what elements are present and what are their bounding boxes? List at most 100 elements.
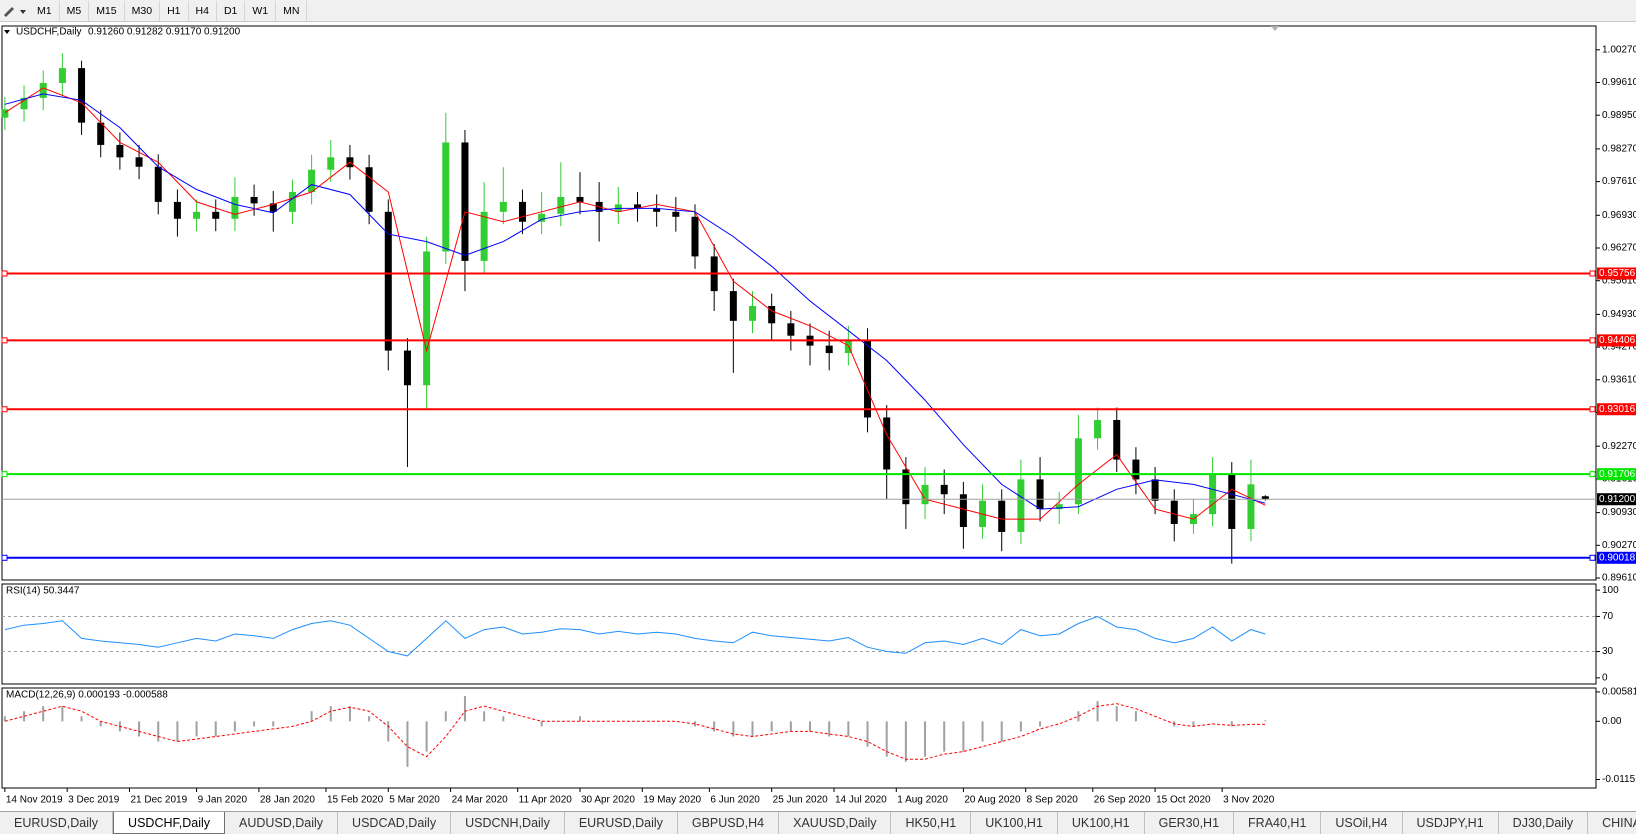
tab-bar: EURUSD,Daily USDCHF,Daily AUDUSD,Daily USDC…: [0, 811, 1636, 834]
level-tag: [1597, 334, 1636, 347]
candle-body: [116, 144, 124, 158]
chart-tab[interactable]: UK100,H1: [971, 812, 1058, 834]
candle-body: [250, 196, 258, 204]
timeframe-button[interactable]: W1: [245, 0, 277, 21]
chart-tab[interactable]: GER30,H1: [1145, 812, 1235, 834]
chart-tab[interactable]: GBPUSD,H4: [678, 812, 780, 834]
level-handle: [1, 337, 8, 344]
candle-body: [480, 211, 488, 261]
candle-body: [135, 157, 143, 167]
candle-body: [288, 192, 296, 212]
x-tick-label: 19 May 2020: [643, 795, 701, 806]
chart-tab[interactable]: HK50,H1: [891, 812, 972, 834]
x-tick-label: 28 Jan 2020: [260, 795, 315, 806]
level-tag-label: 0.95756: [1599, 268, 1636, 279]
candle-body: [1, 109, 9, 118]
timeframe-button[interactable]: H4: [189, 0, 217, 21]
candle-body: [154, 166, 162, 202]
y-tick-label: 0.97610: [1602, 176, 1636, 187]
x-tick-label: 15 Feb 2020: [327, 795, 384, 806]
candle-body: [1017, 479, 1025, 532]
x-tick-label: 14 Jul 2020: [835, 795, 887, 806]
y-tick-label: 0.90270: [1602, 540, 1636, 551]
timeframe-button[interactable]: MN: [276, 0, 308, 21]
toolbar-icon[interactable]: [0, 1, 30, 21]
timeframe-button[interactable]: H1: [160, 0, 189, 21]
level-tag: [1597, 493, 1636, 506]
candle-body: [959, 494, 967, 527]
candle-body: [231, 196, 239, 219]
candle-body: [1170, 500, 1178, 525]
timeframe-button[interactable]: M5: [60, 0, 90, 21]
candle-body: [461, 142, 469, 261]
level-handle: [1, 406, 8, 413]
level-tag-label: 0.91200: [1599, 494, 1636, 505]
candle-body: [787, 323, 795, 336]
chart-tab[interactable]: USDCAD,Daily: [338, 812, 452, 834]
chart-tab[interactable]: USDCNH,Daily: [451, 812, 565, 834]
candle-body: [883, 417, 891, 470]
y-tick-label: 0.96270: [1602, 243, 1636, 254]
chart-tab[interactable]: EURUSD,Daily: [0, 812, 114, 834]
level-handle: [1, 270, 8, 277]
level-handle: [1589, 471, 1596, 478]
y-tick-label: 0.99610: [1602, 77, 1636, 88]
y-tick-label: 100: [1602, 585, 1619, 596]
timeframe-button[interactable]: M1: [30, 0, 60, 21]
y-tick-label: 0.93610: [1602, 374, 1636, 385]
candle-body: [844, 340, 852, 354]
candle-body: [749, 305, 757, 321]
level-tag-label: 0.90018: [1599, 552, 1636, 563]
chart-tab[interactable]: XAUUSD,Daily: [779, 812, 892, 834]
chart-tab[interactable]: USDJPY,H1: [1403, 812, 1499, 834]
candle-body: [633, 204, 641, 209]
y-tick-label: -0.011516: [1602, 774, 1636, 785]
candle-body: [729, 291, 737, 321]
timeframe-button[interactable]: M30: [125, 0, 161, 21]
candle-body: [403, 350, 411, 386]
timeframe-button[interactable]: M15: [89, 0, 125, 21]
candle-body: [58, 68, 66, 83]
chart-tab[interactable]: EURUSD,Daily: [565, 812, 678, 834]
candle-body: [365, 167, 373, 212]
candle-body: [672, 211, 680, 217]
chart-tab[interactable]: DJ30,Daily: [1499, 812, 1589, 834]
menu-arrow[interactable]: [4, 30, 10, 34]
chart-tab[interactable]: AUDUSD,Daily: [225, 812, 339, 834]
x-tick-label: 3 Dec 2019: [68, 795, 120, 806]
candle-body: [1094, 419, 1102, 439]
level-tag-label: 0.93016: [1599, 404, 1636, 415]
x-tick-label: 25 Jun 2020: [773, 795, 828, 806]
chart-title: USDCHF,Daily: [16, 27, 82, 38]
candle-body: [1113, 419, 1121, 460]
main-panel: [1, 25, 1597, 581]
candle-body: [1036, 479, 1044, 510]
chart-tab[interactable]: CHINA300,H1: [1588, 812, 1636, 834]
level-handle: [1589, 406, 1596, 413]
macd-signal: [4, 703, 1266, 760]
y-tick-label: 70: [1602, 611, 1614, 622]
y-tick-label: 0.92270: [1602, 441, 1636, 452]
y-tick-label: 0.98270: [1602, 144, 1636, 155]
candle-body: [864, 340, 872, 418]
chart-tab[interactable]: USOil,H4: [1321, 812, 1403, 834]
candle-body: [538, 213, 546, 222]
chart-tab[interactable]: FRA40,H1: [1234, 812, 1322, 834]
x-tick-label: 6 Jun 2020: [710, 795, 760, 806]
panel-title: MACD(12,26,9) 0.000193 -0.000588: [6, 690, 168, 701]
chart-tab[interactable]: UK100,H1: [1058, 812, 1145, 834]
chart-tab[interactable]: USDCHF,Daily: [113, 812, 225, 834]
level-handle: [1, 554, 8, 561]
candle-body: [691, 216, 699, 257]
x-tick-label: 15 Oct 2020: [1156, 795, 1211, 806]
candle-body: [653, 208, 661, 212]
x-tick-label: 5 Mar 2020: [389, 795, 440, 806]
candle-body: [1247, 484, 1255, 529]
level-tag: [1597, 468, 1636, 481]
timeframe-button[interactable]: D1: [217, 0, 246, 21]
rsi-panel: [1, 583, 1597, 685]
macd-panel: [1, 687, 1597, 789]
x-tick-label: 30 Apr 2020: [581, 795, 635, 806]
candle-body: [20, 97, 28, 110]
